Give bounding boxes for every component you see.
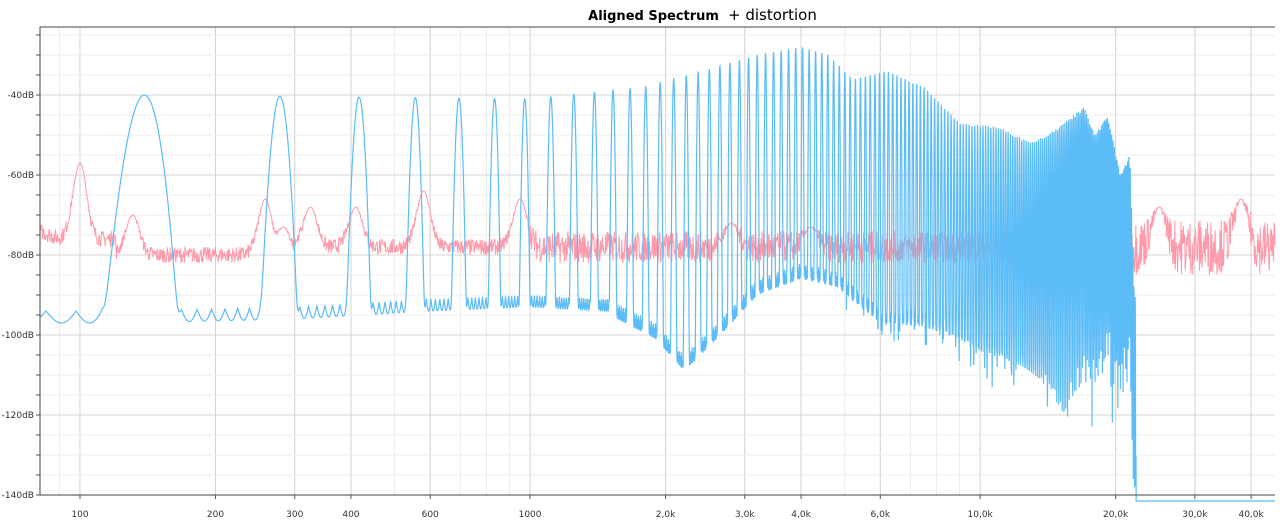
x-tick-label: 30,0k — [1182, 510, 1208, 520]
y-tick-label: -120dB — [2, 411, 34, 421]
x-tick-label: 100 — [71, 510, 88, 520]
x-tick-label: 3,0k — [735, 510, 755, 520]
x-tick-label: 20,0k — [1103, 510, 1129, 520]
y-tick-label: -80dB — [7, 251, 34, 261]
subtitle-text: + distortion — [728, 6, 817, 24]
x-tick-label: 4,0k — [791, 510, 811, 520]
y-tick-label: -40dB — [7, 91, 34, 101]
axes: 100 200 300 400 600 1000 2,0k 3,0k 4,0k 6,0k 10,0k… — [2, 26, 1275, 520]
x-tick-label: 1000 — [519, 510, 542, 520]
x-tick-label: 300 — [286, 510, 303, 520]
series-spectrum-line — [39, 47, 1275, 502]
x-tick-label: 6,0k — [871, 510, 891, 520]
x-tick-label: 400 — [342, 510, 359, 520]
y-tick-label: -100dB — [2, 331, 34, 341]
y-tick-label: -60dB — [7, 171, 34, 181]
x-tick-label: 2,0k — [656, 510, 676, 520]
chart-title: Aligned Spectrum + distortion — [0, 6, 1280, 24]
x-tick-label: 40,0k — [1238, 510, 1264, 520]
x-tick-label: 200 — [207, 510, 224, 520]
title-text: Aligned Spectrum — [588, 9, 719, 24]
y-tick-label: -140dB — [2, 491, 34, 501]
x-tick-label: 600 — [422, 510, 439, 520]
x-tick-label: 10,0k — [968, 510, 994, 520]
